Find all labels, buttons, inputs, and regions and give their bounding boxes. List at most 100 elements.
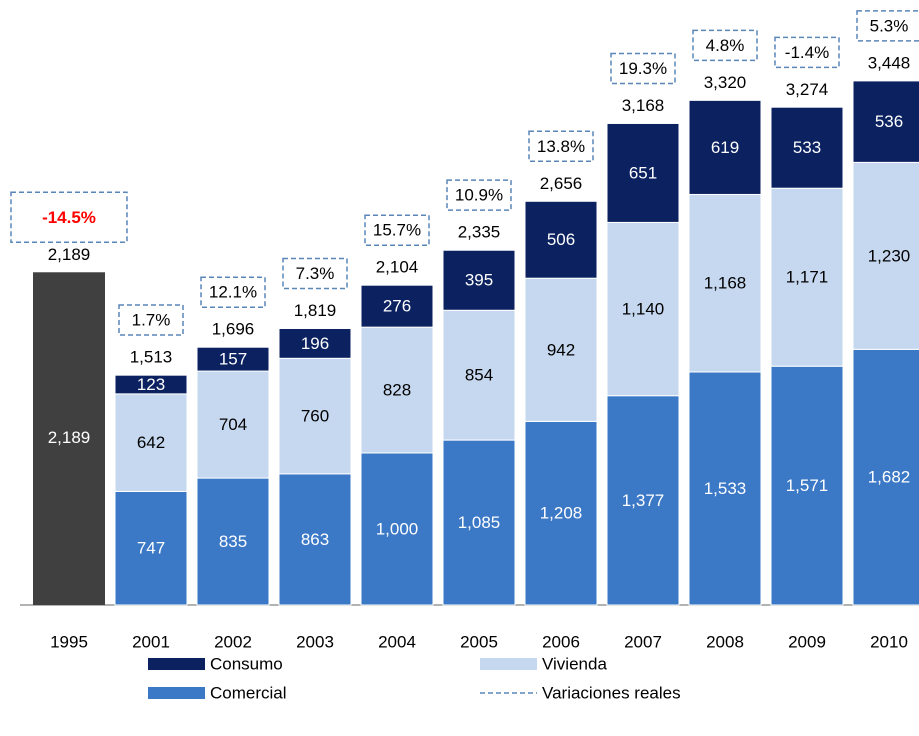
value-label: 747 <box>137 539 165 558</box>
value-label: 863 <box>301 530 329 549</box>
bar-segment <box>442 249 516 311</box>
variation-box <box>856 10 919 42</box>
total-label: 1,819 <box>294 301 337 320</box>
variation-box <box>10 191 128 244</box>
value-label: 642 <box>137 433 165 452</box>
variation-box <box>446 179 512 211</box>
variation-label: 4.8% <box>706 36 745 55</box>
value-label: 2,189 <box>48 428 91 447</box>
bar <box>33 272 105 605</box>
legend-label: Consumo <box>210 654 283 673</box>
variation-box <box>528 130 594 163</box>
legend-label: Comercial <box>210 683 287 702</box>
value-label: 536 <box>875 112 903 131</box>
value-label: 1,085 <box>458 513 501 532</box>
variation-label: 5.3% <box>870 16 909 35</box>
bar-segment <box>114 374 188 395</box>
bar-segment <box>278 328 352 359</box>
value-label: 619 <box>711 138 739 157</box>
legend-swatch <box>480 658 537 670</box>
bar-segment <box>196 346 270 372</box>
value-label: 196 <box>301 334 329 353</box>
x-tick-label: 2006 <box>542 632 580 651</box>
total-label: 3,320 <box>704 73 747 92</box>
value-label: 1,230 <box>868 246 911 265</box>
x-tick-label: 2004 <box>378 632 416 651</box>
variation-box <box>364 214 430 246</box>
x-tick-label: 2007 <box>624 632 662 651</box>
variation-label: 13.8% <box>537 137 585 156</box>
bar-segment <box>524 420 598 606</box>
value-label: 506 <box>547 230 575 249</box>
value-label: 1,168 <box>704 274 747 293</box>
variation-box <box>692 29 758 62</box>
bar-segment <box>688 371 762 606</box>
total-label: 3,274 <box>786 80 829 99</box>
value-label: 835 <box>219 532 247 551</box>
variation-box <box>774 36 840 69</box>
bar-segment <box>688 193 762 373</box>
total-label: 3,168 <box>622 96 665 115</box>
value-label: 942 <box>547 340 575 359</box>
value-label: 651 <box>629 163 657 182</box>
variation-box <box>118 304 184 336</box>
total-label: 1,696 <box>212 320 255 339</box>
value-label: 760 <box>301 407 329 426</box>
variation-box <box>282 257 348 290</box>
bar-segment <box>770 187 844 367</box>
total-label: 2,104 <box>376 258 419 277</box>
bar-segment <box>442 309 516 441</box>
x-tick-label: 1995 <box>50 632 88 651</box>
variation-label: 10.9% <box>455 186 503 205</box>
bar-segment <box>360 284 434 328</box>
variation-label: 19.3% <box>619 59 667 78</box>
value-label: 1,571 <box>786 476 829 495</box>
value-label: 276 <box>383 297 411 316</box>
legend-label: Variaciones reales <box>542 683 681 702</box>
value-label: 533 <box>793 138 821 157</box>
value-label: 1,000 <box>376 519 419 538</box>
bar-segment <box>606 395 680 606</box>
legend-label: Vivienda <box>542 654 607 673</box>
x-tick-label: 2009 <box>788 632 826 651</box>
variation-label: -1.4% <box>785 43 829 62</box>
variation-label: 15.7% <box>373 221 421 240</box>
legend-swatch <box>148 687 205 699</box>
bar-segment <box>360 326 434 454</box>
value-label: 854 <box>465 366 493 385</box>
x-tick-label: 2010 <box>870 632 908 651</box>
bar-segment <box>442 439 516 606</box>
bar-segment <box>360 452 434 606</box>
bar-segment <box>606 221 680 397</box>
value-label: 1,377 <box>622 491 665 510</box>
x-tick-label: 2001 <box>132 632 170 651</box>
x-tick-label: 2008 <box>706 632 744 651</box>
legend-swatch <box>148 658 205 670</box>
value-label: 828 <box>383 381 411 400</box>
bar-segment <box>770 365 844 606</box>
bar-segment <box>770 106 844 189</box>
variation-label: 12.1% <box>209 283 257 302</box>
variation-box <box>610 52 676 85</box>
variation-label: 7.3% <box>296 264 335 283</box>
value-label: 704 <box>219 415 247 434</box>
bar-segment <box>524 277 598 422</box>
x-tick-label: 2002 <box>214 632 252 651</box>
bar-segment <box>278 473 352 606</box>
x-tick-label: 2003 <box>296 632 334 651</box>
total-label: 2,656 <box>540 174 583 193</box>
bar-segment <box>114 490 188 606</box>
value-label: 1,171 <box>786 268 829 287</box>
total-label: 2,189 <box>48 245 91 264</box>
x-tick-label: 2005 <box>460 632 498 651</box>
total-label: 1,513 <box>130 348 173 367</box>
bar-segment <box>852 80 919 163</box>
bar-segment <box>688 99 762 195</box>
value-label: 1,208 <box>540 504 583 523</box>
bar-segment <box>278 357 352 475</box>
value-label: 395 <box>465 271 493 290</box>
variation-label: -14.5% <box>42 208 96 227</box>
value-label: 1,682 <box>868 468 911 487</box>
value-label: 1,140 <box>622 300 665 319</box>
total-label: 3,448 <box>868 53 911 72</box>
